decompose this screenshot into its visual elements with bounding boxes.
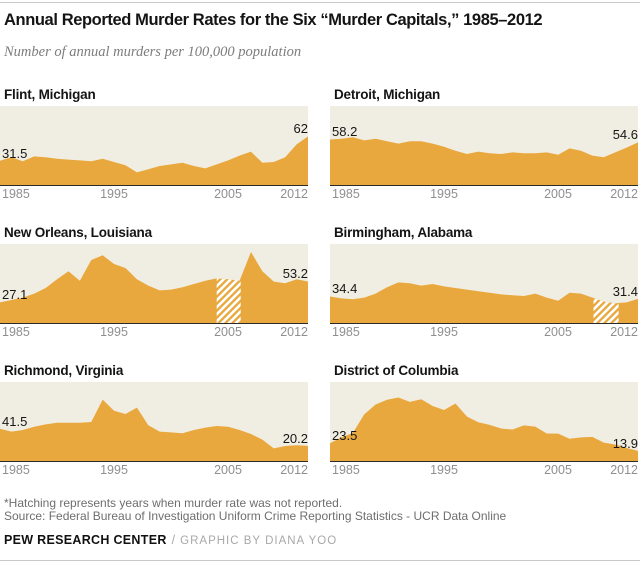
x-axis: 1985 1995 2005 2012 bbox=[0, 463, 308, 478]
chart-title: Richmond, Virginia bbox=[4, 363, 124, 378]
x-tick: 2005 bbox=[214, 187, 242, 201]
area-chart: 31.5 62 bbox=[0, 106, 308, 186]
hatching-note: *Hatching represents years when murder r… bbox=[4, 496, 343, 510]
area-fill bbox=[330, 397, 638, 462]
area-plot-svg bbox=[0, 244, 308, 324]
page-subtitle: Number of annual murders per 100,000 pop… bbox=[4, 44, 302, 60]
start-value-label: 58.2 bbox=[332, 124, 358, 140]
x-tick: 2005 bbox=[544, 325, 572, 339]
area-fill bbox=[330, 282, 638, 324]
chart-panel: Birmingham, Alabama 34.4 31.4 1985 1995 … bbox=[330, 224, 638, 346]
end-value-label: 31.4 bbox=[612, 283, 638, 299]
x-tick: 2012 bbox=[280, 187, 308, 201]
x-tick: 1995 bbox=[100, 325, 128, 339]
chart-title: New Orleans, Louisiana bbox=[4, 225, 152, 240]
x-tick: 1985 bbox=[332, 463, 360, 477]
x-tick: 2005 bbox=[214, 325, 242, 339]
area-chart: 27.1 53.2 bbox=[0, 244, 308, 324]
graphic-credit: GRAPHIC BY DIANA YOO bbox=[180, 535, 338, 547]
end-value-label: 53.2 bbox=[282, 266, 308, 282]
end-value-label: 13.9 bbox=[612, 435, 638, 451]
x-axis: 1985 1995 2005 2012 bbox=[330, 463, 638, 478]
area-chart: 34.4 31.4 bbox=[330, 244, 638, 324]
chart-panel: Richmond, Virginia 41.5 20.2 1985 1995 2… bbox=[0, 362, 308, 484]
area-plot-svg bbox=[330, 382, 638, 462]
credit-divider: / bbox=[171, 533, 176, 547]
end-value-label: 20.2 bbox=[282, 430, 308, 446]
area-plot-svg bbox=[330, 244, 638, 324]
chart-title: District of Columbia bbox=[334, 363, 459, 378]
x-axis: 1985 1995 2005 2012 bbox=[0, 325, 308, 340]
hatched-region bbox=[216, 277, 241, 324]
x-tick: 2005 bbox=[214, 463, 242, 477]
area-fill bbox=[0, 136, 308, 186]
x-tick: 1985 bbox=[332, 325, 360, 339]
x-tick: 1995 bbox=[430, 187, 458, 201]
x-tick: 2012 bbox=[280, 325, 308, 339]
credit-line: PEW RESEARCH CENTER / GRAPHIC BY DIANA YOO bbox=[4, 533, 337, 547]
x-tick: 1985 bbox=[2, 463, 30, 477]
chart-title: Birmingham, Alabama bbox=[334, 225, 473, 240]
x-tick: 2012 bbox=[610, 325, 638, 339]
chart-title: Detroit, Michigan bbox=[334, 87, 441, 102]
x-axis: 1985 1995 2005 2012 bbox=[330, 325, 638, 340]
end-value-label: 62 bbox=[293, 121, 308, 137]
x-tick: 1985 bbox=[2, 325, 30, 339]
end-value-label: 54.6 bbox=[612, 127, 638, 143]
chart-panel: District of Columbia 23.5 13.9 1985 1995… bbox=[330, 362, 638, 484]
x-tick: 1995 bbox=[100, 463, 128, 477]
area-chart: 58.2 54.6 bbox=[330, 106, 638, 186]
top-rule bbox=[0, 2, 640, 3]
x-tick: 1985 bbox=[2, 187, 30, 201]
hatched-region bbox=[593, 297, 619, 324]
x-axis: 1985 1995 2005 2012 bbox=[0, 187, 308, 202]
area-plot-svg bbox=[0, 106, 308, 186]
x-tick: 2005 bbox=[544, 187, 572, 201]
chart-panel: Flint, Michigan 31.5 62 1985 1995 2005 2… bbox=[0, 86, 308, 208]
area-fill bbox=[0, 399, 308, 462]
start-value-label: 41.5 bbox=[2, 413, 28, 429]
start-value-label: 27.1 bbox=[2, 287, 28, 303]
area-plot-svg bbox=[0, 382, 308, 462]
area-plot-svg bbox=[330, 106, 638, 186]
chart-title: Flint, Michigan bbox=[4, 87, 96, 102]
x-tick: 1995 bbox=[430, 325, 458, 339]
x-tick: 2005 bbox=[544, 463, 572, 477]
chart-panel: New Orleans, Louisiana 27.1 53.2 1985 19… bbox=[0, 224, 308, 346]
brand-pew-research-center: PEW RESEARCH CENTER bbox=[4, 533, 167, 547]
chart-panel: Detroit, Michigan 58.2 54.6 1985 1995 20… bbox=[330, 86, 638, 208]
area-fill bbox=[330, 137, 638, 186]
x-tick: 1985 bbox=[332, 187, 360, 201]
start-value-label: 23.5 bbox=[332, 428, 358, 444]
start-value-label: 31.5 bbox=[2, 145, 28, 161]
x-tick: 2012 bbox=[610, 187, 638, 201]
x-tick: 1995 bbox=[430, 463, 458, 477]
start-value-label: 34.4 bbox=[332, 281, 358, 297]
area-chart: 23.5 13.9 bbox=[330, 382, 638, 462]
page-title: Annual Reported Murder Rates for the Six… bbox=[4, 11, 543, 29]
x-tick: 2012 bbox=[610, 463, 638, 477]
bottom-rule bbox=[0, 560, 640, 561]
x-tick: 2012 bbox=[280, 463, 308, 477]
x-axis: 1985 1995 2005 2012 bbox=[330, 187, 638, 202]
source-note: Source: Federal Bureau of Investigation … bbox=[4, 509, 507, 523]
x-tick: 1995 bbox=[100, 187, 128, 201]
area-chart: 41.5 20.2 bbox=[0, 382, 308, 462]
